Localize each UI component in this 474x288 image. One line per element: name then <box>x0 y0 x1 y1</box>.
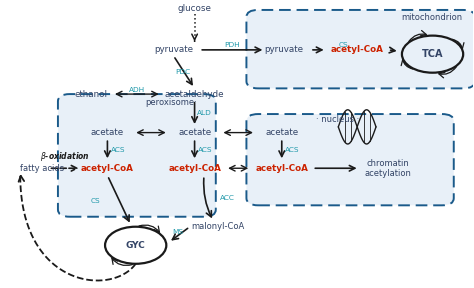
Text: chromatin
acetylation: chromatin acetylation <box>365 158 411 178</box>
Text: pyruvate: pyruvate <box>264 46 304 54</box>
Text: acetate: acetate <box>265 128 298 137</box>
Text: ACS: ACS <box>198 147 212 153</box>
Text: GYC: GYC <box>126 241 146 250</box>
Text: acetyl-CoA: acetyl-CoA <box>81 164 134 173</box>
Text: PDC: PDC <box>175 69 191 75</box>
FancyBboxPatch shape <box>246 114 454 205</box>
Text: TCA: TCA <box>422 49 443 59</box>
Text: acetate: acetate <box>91 128 124 137</box>
Text: ACS: ACS <box>285 147 300 153</box>
Text: glucose: glucose <box>178 4 211 13</box>
FancyBboxPatch shape <box>58 94 216 217</box>
Circle shape <box>105 227 166 264</box>
Text: $\beta$-oxidation: $\beta$-oxidation <box>40 150 90 163</box>
Text: acetyl-CoA: acetyl-CoA <box>255 164 308 173</box>
Text: acetaldehyde: acetaldehyde <box>165 90 224 98</box>
Text: PDH: PDH <box>225 42 240 48</box>
Text: ADH: ADH <box>129 86 145 92</box>
Text: acetate: acetate <box>178 128 211 137</box>
Text: pyruvate: pyruvate <box>154 46 193 54</box>
Text: malonyl-CoA: malonyl-CoA <box>191 222 245 231</box>
Text: ACS: ACS <box>110 147 125 153</box>
Text: ACC: ACC <box>220 195 235 201</box>
Text: ethanol: ethanol <box>74 90 108 98</box>
Text: mitochondrion: mitochondrion <box>401 13 462 22</box>
Text: peroxisome·: peroxisome· <box>145 98 197 107</box>
Text: acetyl-CoA: acetyl-CoA <box>331 46 383 54</box>
Text: MS: MS <box>173 229 183 235</box>
Text: · nucleus ·: · nucleus · <box>316 115 359 124</box>
Text: CS: CS <box>338 42 348 48</box>
FancyBboxPatch shape <box>246 10 474 88</box>
Text: fatty acids: fatty acids <box>20 164 64 173</box>
Text: CS: CS <box>91 198 100 204</box>
Text: ALD: ALD <box>197 110 211 116</box>
Text: acetyl-CoA: acetyl-CoA <box>168 164 221 173</box>
